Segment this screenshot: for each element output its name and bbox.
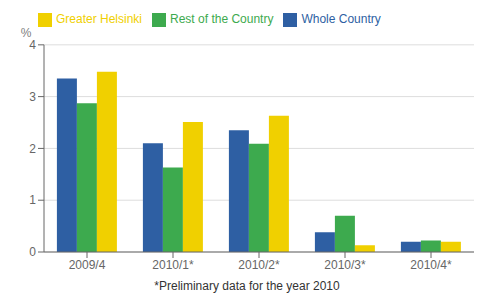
html-text:Whole Country: Whole Country xyxy=(301,12,381,26)
svg-text:2009/4: 2009/4 xyxy=(69,258,106,272)
svg-text:2: 2 xyxy=(29,142,36,156)
html-text:*Preliminary data for the year: *Preliminary data for the year 2010 xyxy=(154,279,340,293)
html-text:Rest of the Country: Rest of the Country xyxy=(170,12,274,26)
html-text:Greater Helsinki: Greater Helsinki xyxy=(56,12,142,26)
svg-text:2010/4*: 2010/4* xyxy=(410,258,452,272)
svg-text:%: % xyxy=(21,26,32,40)
svg-text:0: 0 xyxy=(29,245,36,259)
svg-text:1: 1 xyxy=(29,193,36,207)
svg-text:2010/3*: 2010/3* xyxy=(324,258,366,272)
svg-text:2010/2*: 2010/2* xyxy=(238,258,280,272)
svg-text:2010/1*: 2010/1* xyxy=(152,258,194,272)
svg-text:4: 4 xyxy=(29,38,36,52)
svg-text:3: 3 xyxy=(29,90,36,104)
